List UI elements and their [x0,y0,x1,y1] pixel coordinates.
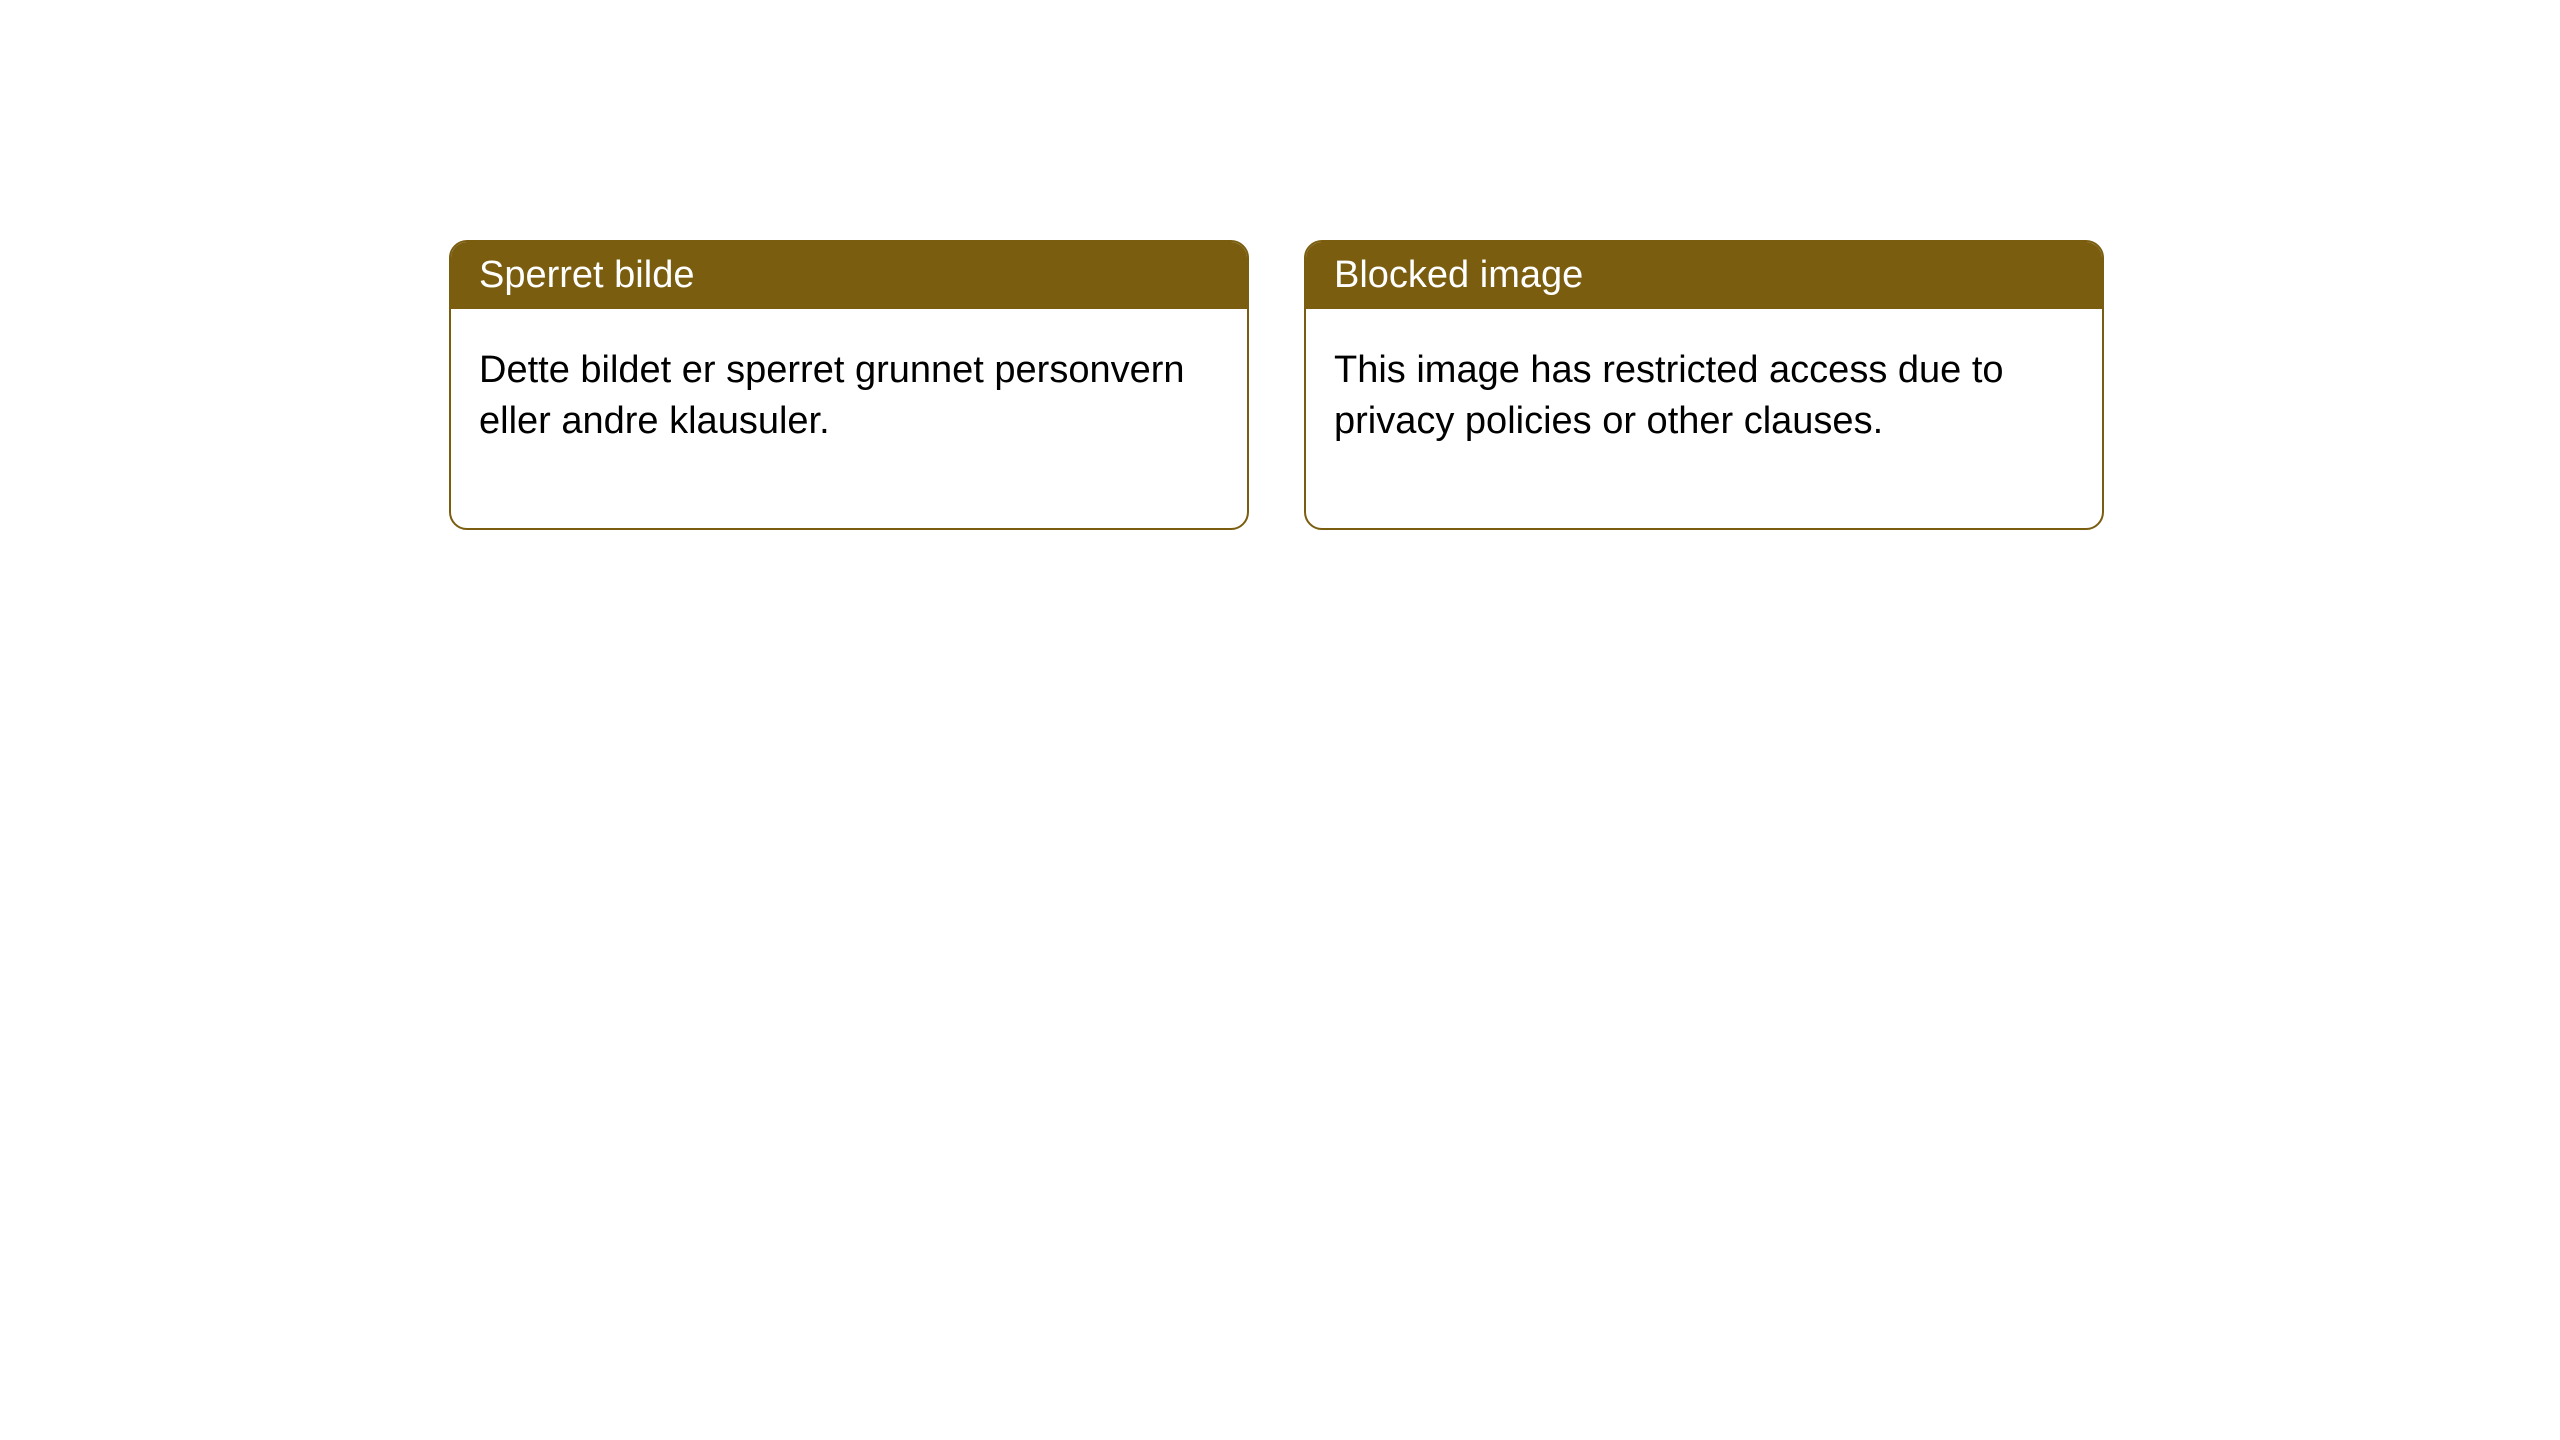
notice-container: Sperret bilde Dette bildet er sperret gr… [449,240,2104,530]
notice-body-norwegian: Dette bildet er sperret grunnet personve… [451,309,1247,528]
notice-card-english: Blocked image This image has restricted … [1304,240,2104,530]
notice-title-norwegian: Sperret bilde [451,242,1247,309]
notice-body-english: This image has restricted access due to … [1306,309,2102,528]
notice-title-english: Blocked image [1306,242,2102,309]
notice-card-norwegian: Sperret bilde Dette bildet er sperret gr… [449,240,1249,530]
